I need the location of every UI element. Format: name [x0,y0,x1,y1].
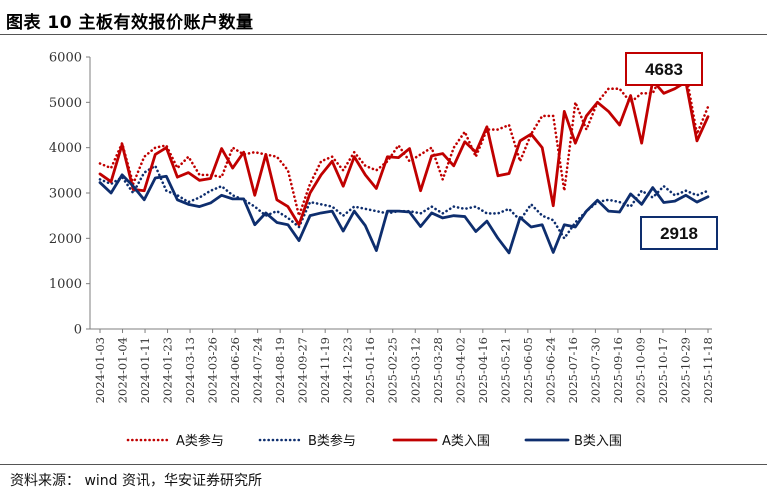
x-tick-label: 2025-11-18 [701,337,715,403]
x-tick-label: 2025-07-16 [566,337,580,403]
legend: A类参与 B类参与 A类入围 B类入围 [126,433,622,449]
x-tick-label: 2025-03-28 [431,337,445,403]
x-tick-label: 2024-03-13 [183,337,197,403]
series-line-A类参与 [98,69,710,217]
x-tick-label: 2024-07-24 [251,337,265,403]
x-tick-label: 2025-06-24 [543,337,557,403]
x-tick-label: 2025-01-16 [363,337,377,403]
x-tick-label: 2025-06-05 [521,337,535,403]
x-tick-label: 2025-10-29 [678,337,692,403]
x-tick-label: 2024-08-19 [273,337,287,403]
y-tick-label: 1000 [49,277,82,292]
line-chart: 0 1000 2000 3000 4000 5000 6000 2024-01-03 2024-… [49,51,718,449]
y-tick-label: 3000 [49,187,82,202]
x-tick-label: 2025-02-25 [386,337,400,403]
callout-box [625,52,703,86]
series-layer [98,69,710,255]
top-rule [0,34,767,35]
y-tick-label: 6000 [49,51,82,66]
x-tick-label: 2025-10-09 [633,337,647,403]
x-tick-label: 2024-01-04 [116,337,130,403]
callout-label: 2918 [660,224,698,243]
y-tick-label: 2000 [49,232,82,247]
x-tick-label: 2024-01-23 [161,337,175,403]
x-tick-label: 2025-03-12 [408,337,422,403]
x-tick-label: 2025-10-17 [656,337,670,403]
x-tick-label: 2024-01-03 [93,337,107,403]
x-tick-label: 2025-09-16 [611,337,625,403]
chart-axes: 0 1000 2000 3000 4000 5000 6000 2024-01-03 2024-… [49,51,715,404]
y-tick-label: 5000 [49,96,82,111]
y-tick-label: 0 [74,323,82,338]
y-tick-label: 4000 [49,141,82,156]
series-line-B类参与 [98,164,710,240]
legend-label: A类入围 [442,434,490,449]
series-line-B类入围 [98,173,710,255]
x-tick-label: 2024-03-26 [206,337,220,403]
x-tick-label: 2025-05-21 [498,337,512,403]
bottom-rule [0,464,767,465]
x-tick-label: 2025-04-16 [476,337,490,403]
x-tick-label: 2024-01-11 [138,337,152,403]
series-line-A类入围 [98,79,710,227]
callouts: 4683 2918 [625,52,718,250]
x-tick-label: 2025-04-02 [453,337,467,403]
x-tick-label: 2024-12-23 [341,337,355,403]
legend-label: A类参与 [176,433,224,449]
source-note: 资料来源： wind 资讯，华安证券研究所 [10,473,262,489]
legend-label: B类入围 [574,434,622,449]
chart-title: 图表 10 主板有效报价账户数量 [6,13,254,33]
legend-label: B类参与 [308,433,356,449]
x-tick-label: 2024-06-26 [228,337,242,403]
callout-label: 4683 [645,60,683,79]
x-tick-label: 2024-09-27 [296,337,310,403]
x-tick-label: 2024-11-19 [318,337,332,403]
callout-box [640,216,718,250]
x-tick-label: 2025-07-30 [588,337,602,403]
